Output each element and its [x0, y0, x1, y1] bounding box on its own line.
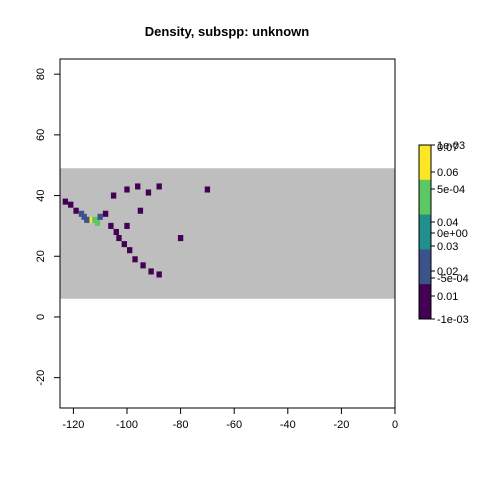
legend-label: 1e-03 [437, 140, 465, 152]
y-tick-label: -20 [35, 370, 47, 386]
chart-title: Density, subspp: unknown [145, 24, 309, 39]
x-tick-label: -120 [62, 419, 84, 431]
density-cell [156, 183, 162, 190]
y-tick-label: 40 [35, 189, 47, 201]
legend-label: 0e+00 [437, 228, 468, 240]
legend-label: -5e-04 [437, 273, 469, 285]
density-cell [127, 247, 133, 254]
x-tick-label: 0 [392, 419, 398, 431]
density-cell [94, 219, 101, 226]
density-cell [135, 183, 141, 190]
density-cell [145, 189, 152, 196]
density-cell [68, 201, 74, 208]
density-cell [124, 186, 130, 193]
density-cell [81, 213, 87, 220]
density-cell [113, 228, 119, 236]
x-tick-label: -40 [280, 419, 296, 431]
density-cell [132, 256, 138, 263]
density-cell [121, 241, 127, 248]
legend-label: 0.07 [437, 142, 458, 154]
legend-label: 0.04 [437, 217, 458, 229]
x-tick-label: -60 [226, 419, 242, 431]
plot-area [59, 58, 396, 409]
y-tick-label: 20 [35, 250, 47, 262]
legend-label: 0.06 [437, 167, 458, 179]
legend-color-segment [419, 284, 431, 320]
legend-color-segment [419, 249, 431, 285]
density-cell [124, 222, 130, 229]
y-tick-label: 60 [35, 129, 47, 141]
legend-color-segment [419, 214, 431, 250]
density-cell [148, 268, 154, 275]
density-cell [97, 213, 103, 220]
density-cell [177, 235, 184, 242]
density-cell [110, 192, 117, 199]
density-cell [156, 271, 162, 278]
density-cell [204, 186, 211, 193]
legend-color-segment [419, 179, 431, 216]
legend-color-segment [419, 145, 431, 181]
x-axis: -120 -100 -80 -60 -40 -20 0 [62, 407, 398, 431]
x-tick-label: -80 [173, 419, 189, 431]
density-cell [108, 222, 114, 229]
raster-extent-band [60, 168, 395, 299]
density-cell [73, 207, 79, 214]
legend-label: 5e-04 [437, 184, 465, 196]
legend-frame [418, 144, 432, 320]
density-cell [102, 210, 109, 217]
x-tick-label: -20 [333, 419, 349, 431]
density-cell [84, 216, 90, 223]
y-axis: -20 0 20 40 60 80 [35, 68, 61, 386]
y-tick-label: 0 [35, 314, 47, 320]
x-tick-label: -100 [116, 419, 138, 431]
legend-label: 0.03 [437, 241, 458, 253]
density-cell [116, 235, 122, 242]
legend-label: -1e-03 [437, 314, 469, 326]
legend-label: 0.02 [437, 266, 458, 278]
legend-label: 0.01 [437, 291, 458, 303]
y-tick-label: 80 [35, 68, 47, 80]
density-cell [140, 262, 146, 269]
density-cell [62, 198, 69, 205]
density-cell [137, 207, 144, 214]
